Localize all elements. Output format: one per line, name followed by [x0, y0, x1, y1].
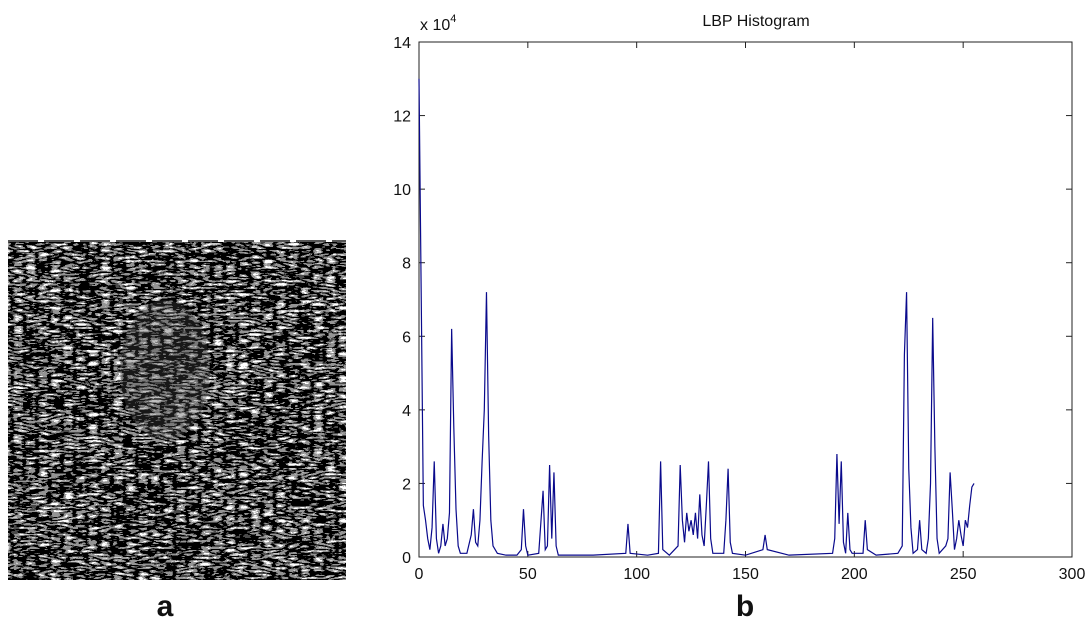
y-tick-label: 14 [393, 35, 411, 52]
y-tick-label: 12 [393, 109, 411, 126]
x-tick-label: 200 [841, 566, 868, 583]
x-tick-label: 250 [950, 566, 977, 583]
x-tick-label: 100 [623, 566, 650, 583]
y-tick-label: 4 [402, 403, 411, 420]
y-tick-label: 8 [402, 256, 411, 273]
data-line [418, 78, 975, 556]
x-tick-label: 150 [732, 566, 759, 583]
chart-title: LBP Histogram [702, 13, 809, 30]
y-multiplier-exponent: 4 [450, 13, 456, 25]
x-tick-label: 0 [415, 566, 424, 583]
texture-image [8, 240, 346, 580]
y-multiplier-base: x 10 [420, 17, 450, 34]
y-tick-label: 6 [402, 329, 411, 346]
plot-frame [418, 41, 1073, 558]
y-multiplier: x 104 [420, 13, 456, 34]
panel-label: a [157, 590, 174, 623]
x-tick-label: 50 [519, 566, 537, 583]
y-tick-label: 10 [393, 182, 411, 199]
panel-label: b [736, 590, 754, 623]
y-tick-label: 0 [402, 550, 411, 567]
y-tick-label: 2 [402, 476, 411, 493]
x-tick-label: 300 [1059, 566, 1086, 583]
